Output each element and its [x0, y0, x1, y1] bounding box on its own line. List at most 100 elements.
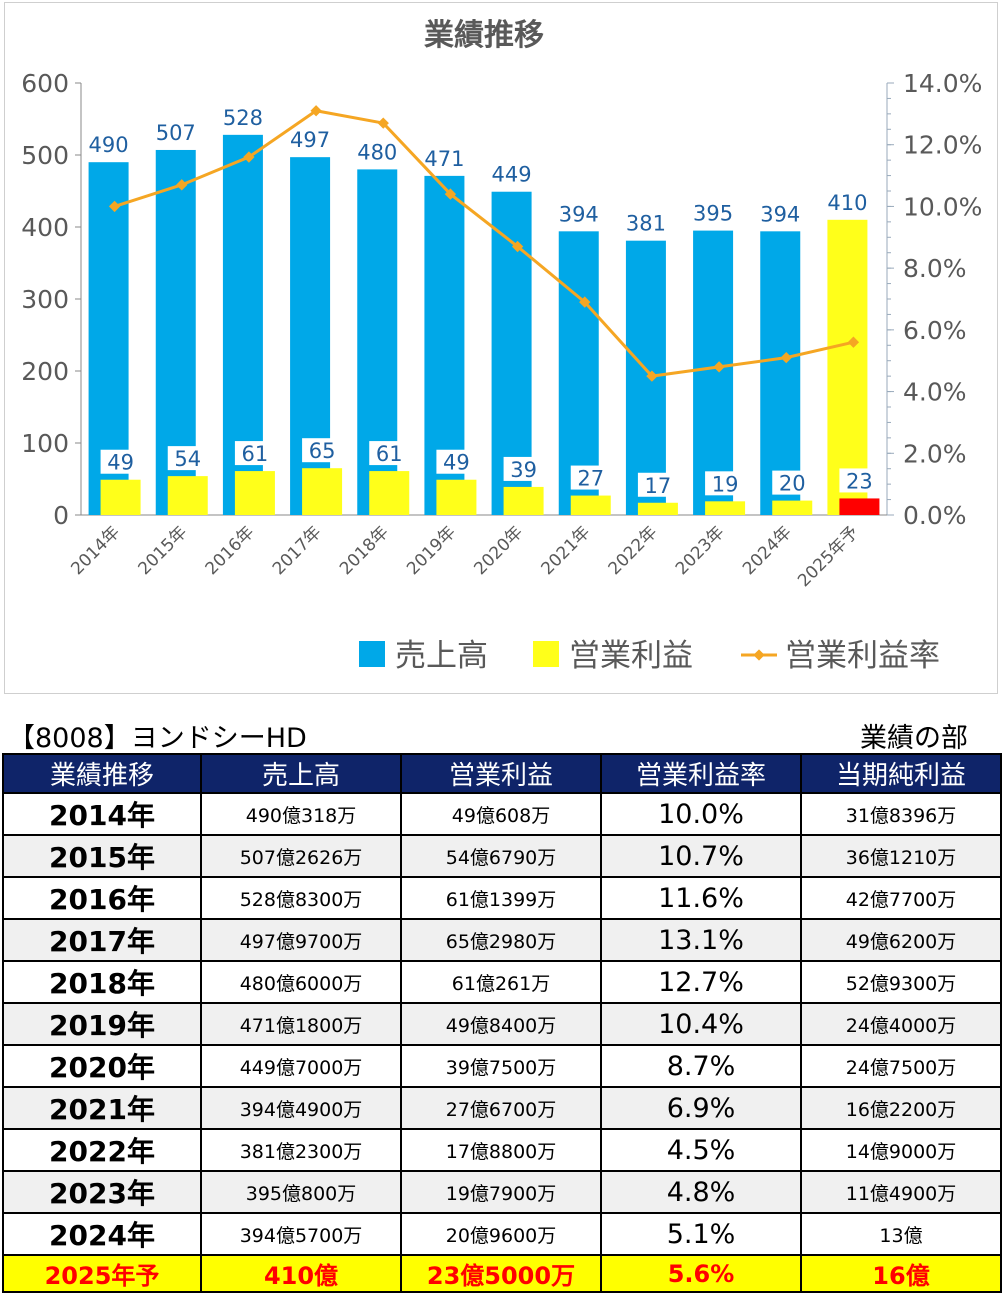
table-header-row: 業績推移 売上高 営業利益 営業利益率 当期純利益 [2, 753, 1002, 794]
row-net-income: 14億9000万 [800, 1128, 1002, 1172]
sales-data-label: 528 [223, 106, 263, 130]
header-period: 業績推移 [2, 753, 202, 794]
x-category-label: 2023年 [672, 522, 729, 579]
margin-point [847, 336, 860, 348]
sales-data-label: 490 [89, 133, 129, 157]
row-sales: 410億 [200, 1254, 402, 1293]
row-net-income: 52億9300万 [800, 960, 1002, 1004]
sales-bar [827, 219, 868, 516]
row-sales: 394億4900万 [200, 1086, 402, 1130]
x-category-label: 2015年 [135, 522, 192, 579]
margin-line [114, 109, 854, 378]
right-tick-label: 0.0% [903, 501, 967, 530]
row-operating-profit: 19億7900万 [400, 1170, 602, 1214]
margin-point [780, 351, 792, 364]
row-sales: 394億5700万 [200, 1212, 402, 1256]
right-tick-label: 12.0% [903, 131, 982, 160]
row-net-income: 24億4000万 [800, 1002, 1002, 1046]
chart-frame: 業績推移 0 100 200 300 400 500 600 0.0% 2.0% 4.0% 6.0% 8… [4, 2, 998, 694]
sales-data-label: 394 [559, 202, 599, 226]
row-sales: 471億1800万 [200, 1002, 402, 1046]
row-net-income: 24億7500万 [800, 1044, 1002, 1088]
row-sales: 507億2626万 [200, 834, 402, 878]
profit-label-bg [369, 441, 410, 466]
row-operating-profit: 27億6700万 [400, 1086, 602, 1130]
x-category-label: 2025年予 [794, 522, 863, 591]
row-operating-margin: 4.8% [600, 1170, 802, 1214]
profit-bar [705, 501, 746, 515]
row-operating-profit: 54億6790万 [400, 834, 602, 878]
chart-title: 業績推移 [424, 18, 544, 53]
table-row: 2025年予 410億 23億5000万 5.6% 16億 [2, 1254, 1002, 1293]
margin-point [646, 370, 658, 382]
header-operating-profit: 営業利益 [400, 753, 602, 794]
left-tick-label: 300 [21, 285, 69, 314]
profit-bar [637, 502, 678, 515]
row-sales: 449億7000万 [200, 1044, 402, 1088]
sales-data-label: 395 [693, 202, 733, 226]
row-year: 2016年 [2, 876, 202, 920]
profit-bar [503, 486, 544, 515]
profit-bar [100, 479, 141, 515]
header-net-income: 当期純利益 [800, 753, 1002, 794]
row-net-income: 31億8396万 [800, 792, 1002, 836]
table-row: 2017年 497億9700万 65億2980万 13.1% 49億6200万 [2, 918, 1002, 962]
sales-data-label: 497 [290, 128, 330, 152]
row-year: 2022年 [2, 1128, 202, 1172]
row-year: 2017年 [2, 918, 202, 962]
profit-bar [570, 495, 611, 515]
section-title: 業績の部 [860, 723, 968, 754]
row-operating-margin: 8.7% [600, 1044, 802, 1088]
row-operating-margin: 10.4% [600, 1002, 802, 1046]
table-row: 2014年 490億318万 49億608万 10.0% 31億8396万 [2, 792, 1002, 836]
row-year: 2021年 [2, 1086, 202, 1130]
profit-data-label: 65 [309, 439, 336, 463]
row-operating-margin: 6.9% [600, 1086, 802, 1130]
row-year: 2019年 [2, 1002, 202, 1046]
x-category-label: 2018年 [336, 522, 393, 579]
sales-bar [625, 240, 666, 515]
performance-chart: 業績推移 0 100 200 300 400 500 600 0.0% 2.0% 4.0% 6.0% 8… [21, 18, 982, 674]
profit-data-label: 27 [577, 467, 604, 491]
margin-point [176, 179, 188, 191]
row-operating-profit: 49億8400万 [400, 1002, 602, 1046]
profit-data-label: 49 [443, 451, 470, 475]
row-year: 2024年 [2, 1212, 202, 1256]
row-operating-margin: 13.1% [600, 918, 802, 962]
x-category-label: 2019年 [403, 522, 460, 579]
sales-data-label: 471 [424, 147, 464, 171]
profit-label-bg [637, 472, 678, 497]
row-operating-profit: 17億8800万 [400, 1128, 602, 1172]
sales-data-label: 449 [492, 163, 532, 187]
sales-data-label: 480 [357, 140, 397, 164]
row-operating-margin: 5.6% [600, 1254, 802, 1293]
profit-data-label: 39 [510, 458, 537, 482]
profit-bar [436, 479, 477, 515]
profit-label-bg [234, 441, 275, 466]
margin-point [713, 361, 725, 373]
x-category-label: 2016年 [202, 522, 259, 579]
profit-bar [167, 476, 208, 515]
profit-data-label: 20 [779, 472, 806, 496]
profit-label-bg [436, 449, 477, 474]
margin-point [444, 188, 457, 200]
x-category-label: 2024年 [739, 522, 796, 579]
profit-bar [772, 500, 813, 515]
table-row: 2019年 471億1800万 49億8400万 10.4% 24億4000万 [2, 1002, 1002, 1046]
table-row: 2018年 480億6000万 61億261万 12.7% 52億9300万 [2, 960, 1002, 1004]
legend-profit-swatch [533, 641, 559, 667]
header-sales: 売上高 [200, 753, 402, 794]
row-net-income: 13億 [800, 1212, 1002, 1256]
left-tick-label: 400 [21, 213, 69, 242]
left-tick-label: 200 [21, 357, 69, 386]
row-net-income: 49億6200万 [800, 918, 1002, 962]
row-net-income: 16億2200万 [800, 1086, 1002, 1130]
profit-label-bg [839, 468, 880, 493]
row-sales: 381億2300万 [200, 1128, 402, 1172]
row-year: 2020年 [2, 1044, 202, 1088]
legend-profit-label: 営業利益 [569, 638, 693, 674]
profit-data-label: 49 [107, 451, 134, 475]
row-operating-profit: 49億608万 [400, 792, 602, 836]
row-net-income: 42億7700万 [800, 876, 1002, 920]
table-row: 2015年 507億2626万 54億6790万 10.7% 36億1210万 [2, 834, 1002, 878]
